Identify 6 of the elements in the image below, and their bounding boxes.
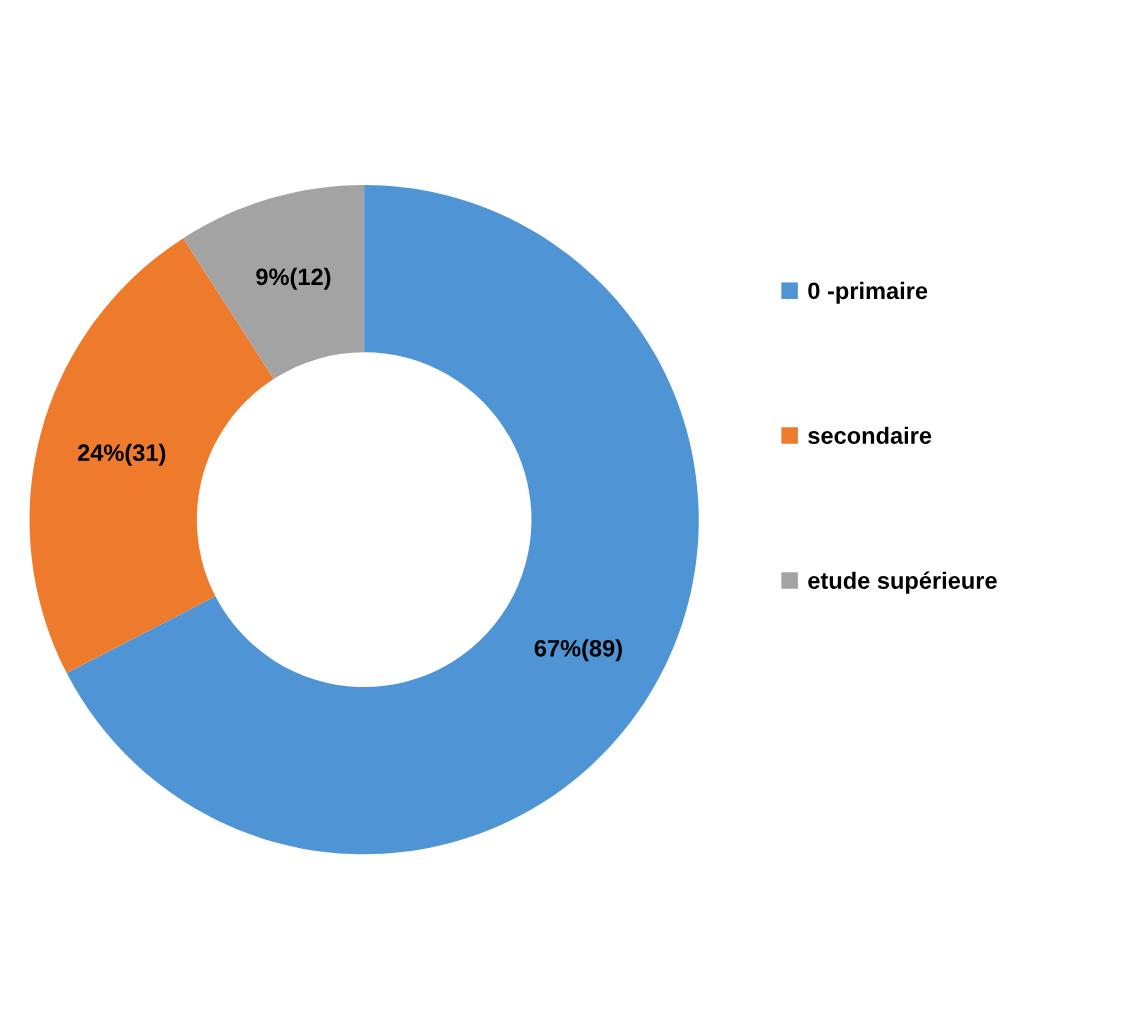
data-label: 67%(89) <box>534 639 622 662</box>
data-label: 9%(12) <box>256 267 331 290</box>
legend-label: etude supérieure <box>808 571 997 594</box>
legend-label: 0 -primaire <box>808 281 928 304</box>
data-label: 24%(31) <box>77 443 166 466</box>
legend-label: secondaire <box>808 426 932 444</box>
